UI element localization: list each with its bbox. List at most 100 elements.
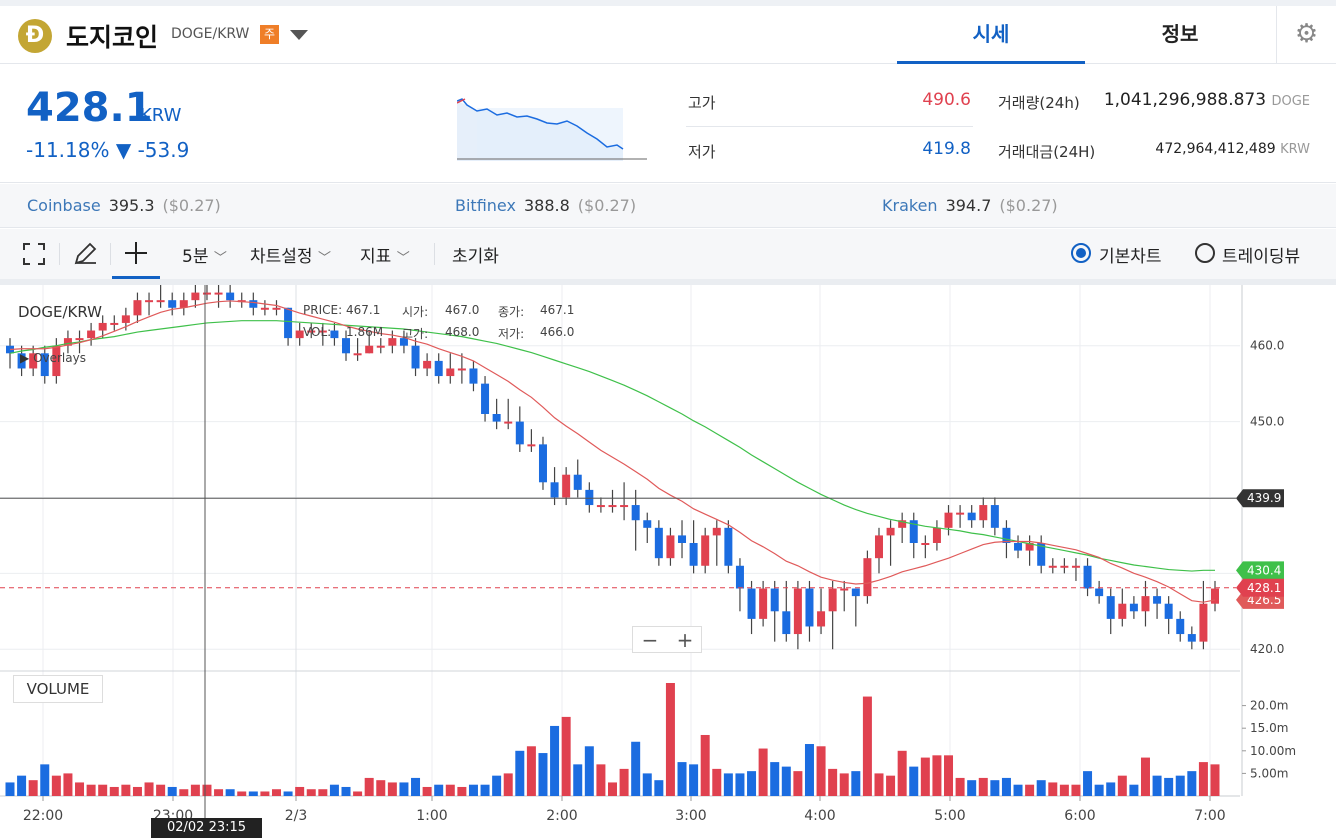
volume-bar xyxy=(480,784,490,796)
candle-body xyxy=(805,588,814,627)
volume-bar xyxy=(700,734,710,796)
volume-bar xyxy=(631,741,641,796)
candle-body xyxy=(932,527,941,543)
volume-bar xyxy=(816,746,826,796)
candle-body xyxy=(654,527,663,559)
coin-name[interactable]: 도지코인 xyxy=(66,23,159,52)
candle-body xyxy=(759,588,768,619)
interval-select[interactable]: 5분 ﹀ xyxy=(182,242,227,267)
volume-bar xyxy=(1013,784,1023,796)
candle-body xyxy=(318,330,327,333)
ma-long-price-tag: 430.4 xyxy=(1247,563,1281,577)
candle-body xyxy=(202,292,211,295)
tradingview-label[interactable]: 트레이딩뷰 xyxy=(1222,247,1301,267)
volume-bar xyxy=(1140,757,1150,796)
coin-dropdown-icon[interactable] xyxy=(290,30,308,40)
volume-bar xyxy=(573,764,583,796)
amount-amount: 472,964,412,489 xyxy=(1155,141,1276,157)
volume-bar xyxy=(654,780,664,796)
volume-bar xyxy=(874,773,884,796)
candle-body xyxy=(828,588,837,612)
tab-price[interactable]: 시세 xyxy=(897,6,1085,64)
candle-body xyxy=(770,588,779,612)
candle-body xyxy=(608,505,617,508)
volume-bar xyxy=(190,784,200,796)
mini-price-chart xyxy=(457,98,647,161)
volume-bar xyxy=(561,716,571,796)
volume-bar xyxy=(17,775,27,796)
candle-body xyxy=(562,474,571,498)
candle-body xyxy=(307,330,316,333)
volume-bar xyxy=(1198,762,1208,796)
candle-body xyxy=(504,421,513,424)
candle-body xyxy=(1211,588,1219,604)
pencil-icon[interactable] xyxy=(72,241,98,267)
tradingview-radio[interactable] xyxy=(1195,243,1215,263)
ma-long-line xyxy=(9,320,1215,572)
candle-body xyxy=(399,338,408,346)
legend-open-label: 시가: xyxy=(402,305,429,319)
volume-panel-label[interactable]: VOLUME xyxy=(13,675,103,703)
candle-body xyxy=(40,353,49,377)
zoom-out-button[interactable]: − xyxy=(641,628,659,652)
overlays-toggle[interactable]: ▶ Overlays xyxy=(20,351,86,365)
x-tick-label: 6:00 xyxy=(1064,808,1095,824)
volume-bar xyxy=(1001,777,1011,796)
exchange-name: Kraken xyxy=(882,196,938,215)
volume-bar xyxy=(5,782,15,796)
zoom-in-button[interactable]: + xyxy=(676,628,694,652)
x-tick-label: 5:00 xyxy=(934,808,965,824)
volume-bar xyxy=(1036,780,1046,796)
candle-body xyxy=(863,558,872,597)
candle-body xyxy=(52,345,61,377)
volume-bar xyxy=(457,786,467,796)
candlestick-chart[interactable]: 460.0450.0420.0426.5430.4428.1439.920.0m… xyxy=(0,285,1336,838)
exchange-bitfinex[interactable]: Bitfinex 388.8 ($0.27) xyxy=(455,196,636,215)
basic-chart-radio[interactable] xyxy=(1071,243,1091,263)
gear-icon[interactable]: ⚙ xyxy=(1276,6,1336,64)
candle-body xyxy=(1129,603,1138,612)
candle-body xyxy=(689,543,698,566)
fullscreen-icon[interactable] xyxy=(22,242,46,266)
price-chart-area[interactable]: 460.0 450.0 420.0 426.5 430.4 428.1 439.9 20.0m… xyxy=(0,285,1336,838)
exchange-kraken[interactable]: Kraken 394.7 ($0.27) xyxy=(882,196,1058,215)
exchange-coinbase[interactable]: Coinbase 395.3 ($0.27) xyxy=(27,196,221,215)
indicators-menu[interactable]: 지표 ﹀ xyxy=(360,242,410,267)
toolbar-divider xyxy=(434,243,435,265)
crosshair-tool[interactable] xyxy=(112,229,160,279)
basic-chart-label[interactable]: 기본차트 xyxy=(1099,247,1162,267)
volume-bar xyxy=(526,746,536,796)
volume-bar xyxy=(897,750,907,796)
volume-bar xyxy=(538,753,548,796)
volume-tick-label: 10.00m xyxy=(1250,744,1296,758)
volume-unit: DOGE xyxy=(1271,94,1310,109)
candle-body xyxy=(527,444,536,447)
volume-bar xyxy=(295,786,305,796)
change-percent: -11.18% xyxy=(26,138,110,162)
reset-button[interactable]: 초기화 xyxy=(452,247,499,267)
market-badge: 주 xyxy=(260,25,279,44)
exchange-price: 388.8 xyxy=(523,196,570,215)
volume-bar xyxy=(781,766,791,796)
volume-bar xyxy=(851,771,861,796)
candle-body xyxy=(353,353,362,356)
volume-bar xyxy=(75,782,85,796)
volume-bar xyxy=(920,757,930,796)
volume-bar xyxy=(329,784,339,796)
coin-pair: DOGE/KRW xyxy=(171,26,250,42)
exchange-name: Bitfinex xyxy=(455,196,516,215)
candle-body xyxy=(1014,543,1023,551)
volume-bar xyxy=(990,780,1000,796)
tab-info[interactable]: 정보 xyxy=(1161,22,1199,46)
chart-settings-menu[interactable]: 차트설정 ﹀ xyxy=(250,242,331,267)
x-tick-label: 7:00 xyxy=(1194,808,1225,824)
volume-bar xyxy=(260,791,270,796)
legend-low-label: 저가: xyxy=(498,327,525,341)
candle-body xyxy=(643,520,652,528)
candle-body xyxy=(909,520,918,543)
candle-body xyxy=(191,292,200,301)
candle-body xyxy=(272,307,281,310)
volume-label: 거래량(24h) xyxy=(998,94,1080,112)
candle-body xyxy=(1187,634,1196,642)
candle-body xyxy=(666,535,675,559)
